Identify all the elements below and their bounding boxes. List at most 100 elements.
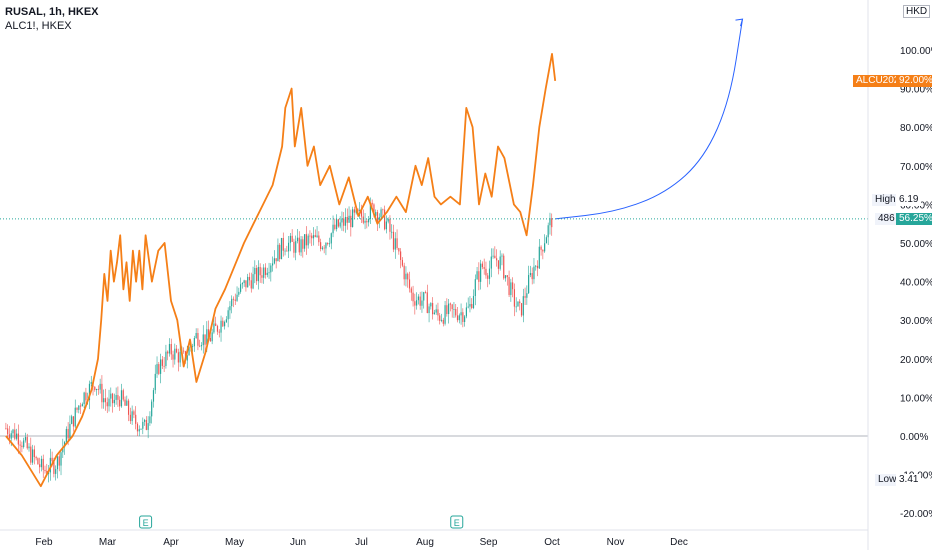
candle [127, 398, 130, 422]
candle [421, 291, 423, 313]
candle [151, 399, 153, 424]
candle [74, 399, 76, 428]
compare-symbol-label[interactable]: ALC1!, HKEX [5, 20, 72, 32]
candle [236, 286, 238, 302]
candle [419, 291, 421, 310]
currency-badge[interactable]: HKD [903, 5, 931, 18]
candle [300, 235, 302, 257]
candle [216, 324, 219, 335]
candle [442, 317, 444, 327]
candle [222, 317, 224, 328]
candle [177, 348, 179, 372]
candle [437, 302, 439, 321]
candle [131, 405, 133, 425]
candle [279, 243, 281, 262]
candle [270, 263, 272, 282]
candle [423, 291, 425, 309]
candle [266, 267, 268, 278]
candle [195, 328, 197, 339]
candle [526, 285, 528, 305]
candle [135, 406, 137, 430]
svg-text:E: E [454, 518, 460, 528]
chart-legend[interactable]: RUSAL, 1h, HKEX ALC1!, HKEX [5, 5, 99, 33]
candle [5, 422, 7, 430]
candle [536, 260, 539, 277]
candle [295, 235, 297, 261]
candle [446, 298, 448, 317]
candle [401, 257, 403, 268]
candle [455, 303, 457, 318]
candle [202, 325, 204, 354]
main-symbol-label[interactable]: RUSAL, 1h, HKEX [5, 6, 99, 18]
candle [474, 274, 476, 306]
candle [170, 338, 172, 360]
x-tick-label: Dec [670, 537, 688, 548]
candle [510, 278, 512, 302]
candle [471, 298, 473, 310]
last-tag-value: 56.25% [896, 213, 932, 225]
candle [337, 218, 339, 228]
candle [225, 316, 227, 323]
projection-arrow-line[interactable] [555, 19, 743, 220]
candle [496, 249, 498, 267]
candle [314, 229, 316, 238]
candle [26, 433, 28, 450]
candle [238, 287, 240, 297]
candle [528, 265, 530, 295]
candle [449, 302, 451, 312]
candle [368, 215, 370, 227]
candle [341, 211, 343, 231]
candle [318, 231, 320, 246]
candle [508, 270, 510, 297]
candle [485, 261, 487, 279]
candle [136, 422, 139, 437]
candle [248, 272, 251, 286]
candle [286, 245, 288, 252]
candle [384, 205, 386, 231]
candle [273, 250, 275, 265]
candle [168, 338, 171, 357]
candle [99, 378, 101, 394]
candle [81, 402, 83, 407]
candle [211, 328, 213, 345]
candle [69, 415, 71, 441]
candle [478, 262, 480, 291]
arrow-head-icon [735, 18, 744, 27]
candle [291, 229, 293, 243]
candle [264, 263, 267, 279]
candle [385, 215, 387, 234]
candle [458, 313, 460, 324]
candle [193, 335, 195, 352]
candle [204, 334, 206, 353]
candle [339, 216, 341, 229]
earnings-marker-icon[interactable]: E [450, 515, 464, 529]
candle [336, 214, 338, 232]
candle [535, 265, 537, 271]
candle [392, 224, 395, 253]
candle [398, 247, 400, 255]
candle [56, 453, 59, 479]
candle [12, 428, 14, 439]
candle [55, 465, 57, 481]
candle [519, 299, 521, 311]
candle [129, 407, 131, 425]
candle [245, 280, 247, 292]
candle [462, 308, 464, 328]
candle [312, 227, 315, 246]
x-axis[interactable]: Feb Mar Apr May Jun Jul Aug Sep Oct Nov Dec [0, 529, 868, 548]
candle [453, 302, 455, 318]
candle [346, 208, 348, 230]
candle [296, 229, 299, 244]
candle [108, 389, 110, 412]
y-tick-label: 100.00% [900, 46, 932, 57]
candle [223, 320, 226, 330]
candle [35, 455, 37, 461]
candle [145, 416, 147, 431]
candle [320, 238, 322, 252]
earnings-marker-icon[interactable]: E [139, 515, 153, 529]
candle [275, 258, 277, 269]
candle [94, 386, 96, 392]
candle [426, 284, 428, 314]
candle [15, 428, 18, 441]
